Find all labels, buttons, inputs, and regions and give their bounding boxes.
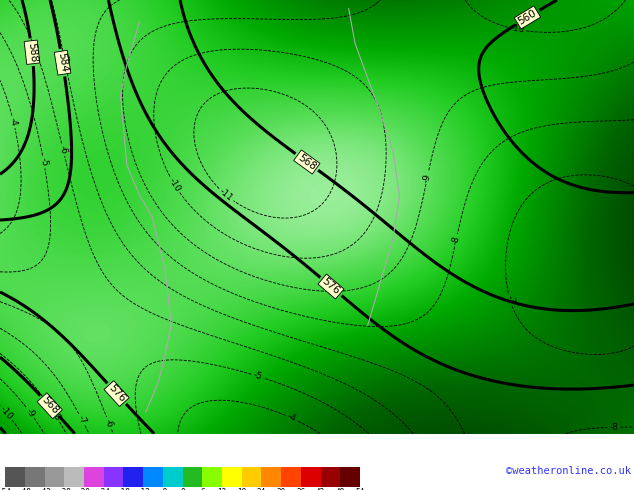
Text: -9: -9 bbox=[24, 407, 37, 419]
Text: 576: 576 bbox=[320, 276, 342, 297]
Text: 568: 568 bbox=[296, 152, 318, 172]
Text: -11: -11 bbox=[217, 187, 235, 203]
Text: -38: -38 bbox=[57, 488, 71, 490]
Text: -4: -4 bbox=[285, 412, 297, 424]
Text: -5: -5 bbox=[39, 157, 49, 167]
Text: 30: 30 bbox=[276, 488, 286, 490]
FancyBboxPatch shape bbox=[183, 467, 202, 487]
Text: -6: -6 bbox=[58, 145, 68, 155]
Text: We 25-09-2024 18:00 UTC (18+48): We 25-09-2024 18:00 UTC (18+48) bbox=[410, 437, 631, 449]
Text: 42: 42 bbox=[316, 488, 325, 490]
Text: -18: -18 bbox=[117, 488, 131, 490]
Text: 24: 24 bbox=[257, 488, 266, 490]
FancyBboxPatch shape bbox=[44, 467, 64, 487]
Text: 12: 12 bbox=[217, 488, 227, 490]
Text: -10: -10 bbox=[0, 404, 15, 421]
Text: 588: 588 bbox=[26, 42, 38, 63]
Text: 6: 6 bbox=[200, 488, 205, 490]
Text: 560: 560 bbox=[517, 8, 538, 27]
Text: -30: -30 bbox=[77, 488, 91, 490]
Text: -54: -54 bbox=[0, 488, 12, 490]
Text: -8: -8 bbox=[50, 410, 62, 422]
FancyBboxPatch shape bbox=[64, 467, 84, 487]
Text: -7: -7 bbox=[59, 52, 70, 63]
Text: 48: 48 bbox=[336, 488, 345, 490]
FancyBboxPatch shape bbox=[321, 467, 340, 487]
FancyBboxPatch shape bbox=[84, 467, 104, 487]
Text: -12: -12 bbox=[136, 488, 150, 490]
Text: -8: -8 bbox=[158, 488, 167, 490]
Text: -8: -8 bbox=[451, 235, 462, 245]
Text: 576: 576 bbox=[107, 383, 127, 404]
Text: -42: -42 bbox=[37, 488, 51, 490]
FancyBboxPatch shape bbox=[301, 467, 321, 487]
Text: ©weatheronline.co.uk: ©weatheronline.co.uk bbox=[506, 466, 631, 476]
Text: 0: 0 bbox=[180, 488, 185, 490]
Text: -6: -6 bbox=[103, 417, 115, 429]
Text: 36: 36 bbox=[296, 488, 306, 490]
FancyBboxPatch shape bbox=[281, 467, 301, 487]
FancyBboxPatch shape bbox=[242, 467, 261, 487]
Text: 568: 568 bbox=[39, 395, 60, 416]
Text: 54: 54 bbox=[356, 488, 365, 490]
Text: 584: 584 bbox=[56, 52, 69, 74]
Text: -10: -10 bbox=[167, 176, 182, 193]
FancyBboxPatch shape bbox=[104, 467, 124, 487]
FancyBboxPatch shape bbox=[124, 467, 143, 487]
Text: -7: -7 bbox=[505, 294, 515, 305]
Text: 18: 18 bbox=[237, 488, 247, 490]
FancyBboxPatch shape bbox=[5, 467, 25, 487]
FancyBboxPatch shape bbox=[143, 467, 163, 487]
FancyBboxPatch shape bbox=[25, 467, 44, 487]
FancyBboxPatch shape bbox=[222, 467, 242, 487]
FancyBboxPatch shape bbox=[261, 467, 281, 487]
Text: -9: -9 bbox=[422, 172, 432, 183]
Text: Height/Temp. 500 hPa [gdmp][°C] ECMWF: Height/Temp. 500 hPa [gdmp][°C] ECMWF bbox=[3, 437, 267, 449]
FancyBboxPatch shape bbox=[163, 467, 183, 487]
Text: -5: -5 bbox=[252, 370, 263, 382]
Text: -10: -10 bbox=[508, 24, 525, 35]
FancyBboxPatch shape bbox=[202, 467, 222, 487]
Text: -4: -4 bbox=[8, 117, 19, 127]
Text: -24: -24 bbox=[97, 488, 110, 490]
FancyBboxPatch shape bbox=[340, 467, 360, 487]
Text: -8: -8 bbox=[609, 423, 618, 432]
Text: -7: -7 bbox=[76, 414, 88, 426]
Text: -48: -48 bbox=[18, 488, 32, 490]
